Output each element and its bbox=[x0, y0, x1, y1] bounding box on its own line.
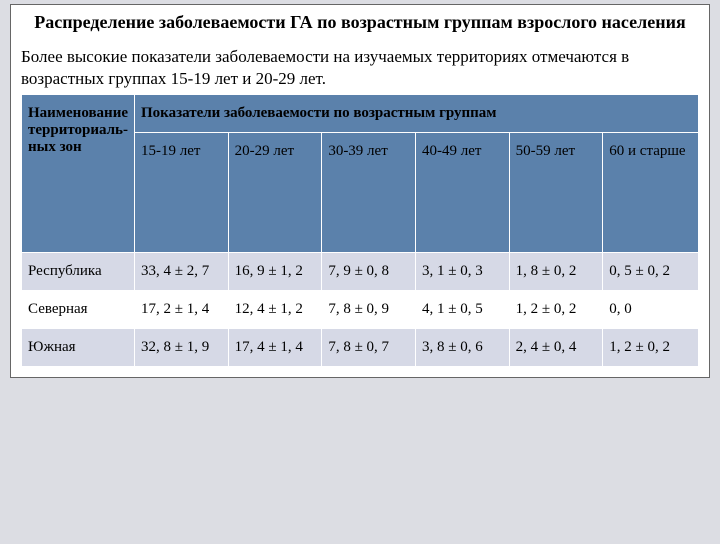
cell: 3, 8 ± 0, 6 bbox=[415, 328, 509, 366]
col-header: 30-39 лет bbox=[322, 132, 416, 252]
cell: 4, 1 ± 0, 5 bbox=[415, 290, 509, 328]
col-header: 20-29 лет bbox=[228, 132, 322, 252]
cell: 0, 5 ± 0, 2 bbox=[603, 252, 699, 290]
table-row: Республика 33, 4 ± 2, 7 16, 9 ± 1, 2 7, … bbox=[22, 252, 699, 290]
cell: 12, 4 ± 1, 2 bbox=[228, 290, 322, 328]
document-page: Распределение заболеваемости ГА по возра… bbox=[10, 4, 710, 378]
cell: 3, 1 ± 0, 3 bbox=[415, 252, 509, 290]
cell: 1, 2 ± 0, 2 bbox=[603, 328, 699, 366]
page-title: Распределение заболеваемости ГА по возра… bbox=[21, 11, 699, 34]
group-header: Показатели заболеваемости по возрастным … bbox=[135, 94, 699, 132]
row-label: Северная bbox=[22, 290, 135, 328]
cell: 1, 2 ± 0, 2 bbox=[509, 290, 603, 328]
col-header: 15-19 лет bbox=[135, 132, 229, 252]
cell: 16, 9 ± 1, 2 bbox=[228, 252, 322, 290]
cell: 2, 4 ± 0, 4 bbox=[509, 328, 603, 366]
cell: 17, 4 ± 1, 4 bbox=[228, 328, 322, 366]
page-subtitle: Более высокие показатели заболеваемости … bbox=[21, 46, 699, 90]
cell: 7, 8 ± 0, 7 bbox=[322, 328, 416, 366]
cell: 17, 2 ± 1, 4 bbox=[135, 290, 229, 328]
col-header: 40-49 лет bbox=[415, 132, 509, 252]
data-table: Наименование территориаль-ных зон Показа… bbox=[21, 94, 699, 367]
cell: 32, 8 ± 1, 9 bbox=[135, 328, 229, 366]
table-row: Северная 17, 2 ± 1, 4 12, 4 ± 1, 2 7, 8 … bbox=[22, 290, 699, 328]
cell: 7, 9 ± 0, 8 bbox=[322, 252, 416, 290]
cell: 0, 0 bbox=[603, 290, 699, 328]
table-header-row-1: Наименование территориаль-ных зон Показа… bbox=[22, 94, 699, 132]
cell: 1, 8 ± 0, 2 bbox=[509, 252, 603, 290]
corner-header: Наименование территориаль-ных зон bbox=[22, 94, 135, 252]
row-label: Южная bbox=[22, 328, 135, 366]
table-row: Южная 32, 8 ± 1, 9 17, 4 ± 1, 4 7, 8 ± 0… bbox=[22, 328, 699, 366]
row-label: Республика bbox=[22, 252, 135, 290]
cell: 7, 8 ± 0, 9 bbox=[322, 290, 416, 328]
col-header: 60 и старше bbox=[603, 132, 699, 252]
cell: 33, 4 ± 2, 7 bbox=[135, 252, 229, 290]
col-header: 50-59 лет bbox=[509, 132, 603, 252]
